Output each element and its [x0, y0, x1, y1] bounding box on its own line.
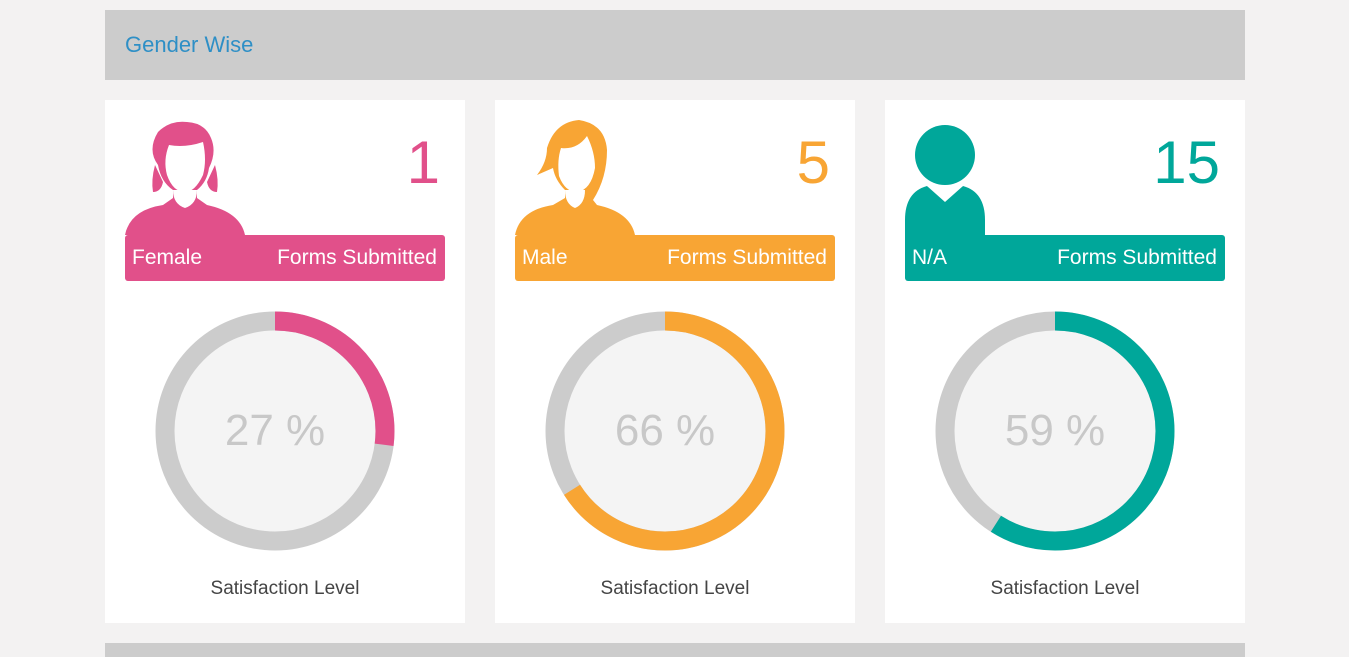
gauge-progress-arc: [935, 311, 1175, 551]
gender-label-bar: N/A Forms Submitted: [905, 235, 1225, 281]
gauge-progress-arc: [545, 311, 785, 551]
gender-card-male: 5 Male Forms Submitted 66 % Satisfaction…: [495, 100, 855, 623]
male-avatar-icon: [515, 120, 635, 235]
satisfaction-label: Satisfaction Level: [600, 578, 750, 599]
satisfaction-percent: 27 %: [224, 406, 326, 455]
gender-label: N/A: [912, 246, 948, 269]
forms-count: 1: [406, 129, 440, 196]
satisfaction-percent: 59 %: [1004, 406, 1106, 455]
section-header: Gender Wise: [105, 10, 1245, 80]
forms-count: 15: [1153, 129, 1220, 196]
satisfaction-gauge: [935, 311, 1175, 551]
satisfaction-gauge: [155, 311, 395, 551]
next-section-header: [105, 643, 1245, 657]
gender-label-bar: Male Forms Submitted: [515, 235, 835, 281]
gender-label-bar: Female Forms Submitted: [125, 235, 445, 281]
gauge-progress-arc: [155, 311, 395, 551]
female-avatar-icon: [125, 121, 245, 235]
gender-label: Female: [132, 246, 203, 269]
section-title: Gender Wise: [125, 32, 254, 57]
satisfaction-label: Satisfaction Level: [210, 578, 360, 599]
gender-label: Male: [522, 246, 568, 269]
forms-submitted-label: Forms Submitted: [277, 246, 437, 269]
satisfaction-percent: 66 %: [614, 406, 716, 455]
forms-count: 5: [796, 129, 830, 196]
satisfaction-label: Satisfaction Level: [990, 578, 1140, 599]
person-avatar-icon: [905, 125, 985, 240]
gender-card-female: 1 Female Forms Submitted 27 % Satisfacti…: [105, 100, 465, 623]
gender-card-na: 15 N/A Forms Submitted 59 % Satisfaction…: [885, 100, 1245, 623]
satisfaction-gauge: [545, 311, 785, 551]
forms-submitted-label: Forms Submitted: [667, 246, 827, 269]
forms-submitted-label: Forms Submitted: [1057, 246, 1217, 269]
